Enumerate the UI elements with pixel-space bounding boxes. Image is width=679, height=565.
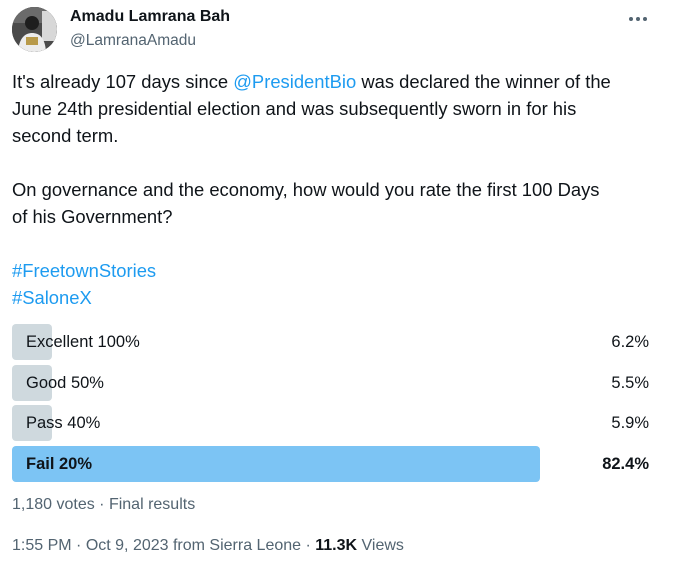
avatar-image: [12, 7, 57, 52]
tweet-line: On governance and the economy, how would…: [12, 179, 600, 200]
tweet-text-segment: It's already 107 days since: [12, 71, 234, 92]
poll-option: Good 50% 5.5%: [12, 365, 653, 401]
tweet-meta: 1:55 PM · Oct 9, 2023 from Sierra Leone …: [12, 537, 404, 555]
poll-option-label: Excellent 100%: [26, 333, 140, 351]
poll-bar: [12, 365, 52, 401]
poll-option-percent: 5.5%: [611, 374, 649, 392]
separator: ·: [71, 537, 86, 554]
tweet-text: It's already 107 days since @PresidentBi…: [12, 68, 667, 311]
author-handle[interactable]: @LamranaAmadu: [70, 32, 197, 49]
poll-bar: [12, 446, 540, 482]
poll-option: Pass 40% 5.9%: [12, 405, 653, 441]
tweet-source: from Sierra Leone: [168, 537, 302, 554]
poll-status: Final results: [108, 496, 196, 513]
tweet-line: It's already 107 days since @PresidentBi…: [12, 68, 667, 95]
separator: ·: [301, 537, 316, 554]
tweet-date[interactable]: Oct 9, 2023: [85, 537, 169, 554]
poll-bar: [12, 405, 52, 441]
poll-option-percent: 82.4%: [602, 455, 649, 473]
poll-bar: [12, 324, 52, 360]
paragraph-gap: [12, 149, 667, 176]
hashtag-link[interactable]: #FreetownStories: [12, 260, 157, 281]
separator: ·: [94, 496, 109, 513]
tweet-time[interactable]: 1:55 PM: [12, 537, 72, 554]
tweet-line: June 24th presidential election and was …: [12, 98, 577, 119]
poll-option-percent: 6.2%: [611, 333, 649, 351]
avatar[interactable]: [12, 7, 57, 52]
poll-option-label: Pass 40%: [26, 414, 101, 432]
poll-option: Excellent 100% 6.2%: [12, 324, 653, 360]
more-options-button[interactable]: [622, 6, 654, 32]
poll-option-label: Good 50%: [26, 374, 104, 392]
mention-link[interactable]: @PresidentBio: [233, 71, 357, 92]
tweet-line: second term.: [12, 125, 119, 146]
more-horizontal-icon: [629, 17, 647, 21]
poll-footer: 1,180 votes · Final results: [12, 496, 195, 514]
tweet-line: of his Government?: [12, 206, 173, 227]
tweet-text-segment: was declared the winner of the: [356, 71, 611, 92]
author-name[interactable]: Amadu Lamrana Bah: [70, 8, 231, 25]
hashtag-link[interactable]: #SaloneX: [12, 287, 92, 308]
paragraph-gap: [12, 230, 667, 257]
poll-option-label: Fail 20%: [26, 455, 93, 473]
views-count: 11.3K: [315, 537, 358, 554]
poll-option-winner: Fail 20% 82.4%: [12, 446, 653, 482]
views-label: Views: [357, 537, 404, 554]
poll-votes: 1,180 votes: [12, 496, 95, 513]
poll-option-percent: 5.9%: [611, 414, 649, 432]
